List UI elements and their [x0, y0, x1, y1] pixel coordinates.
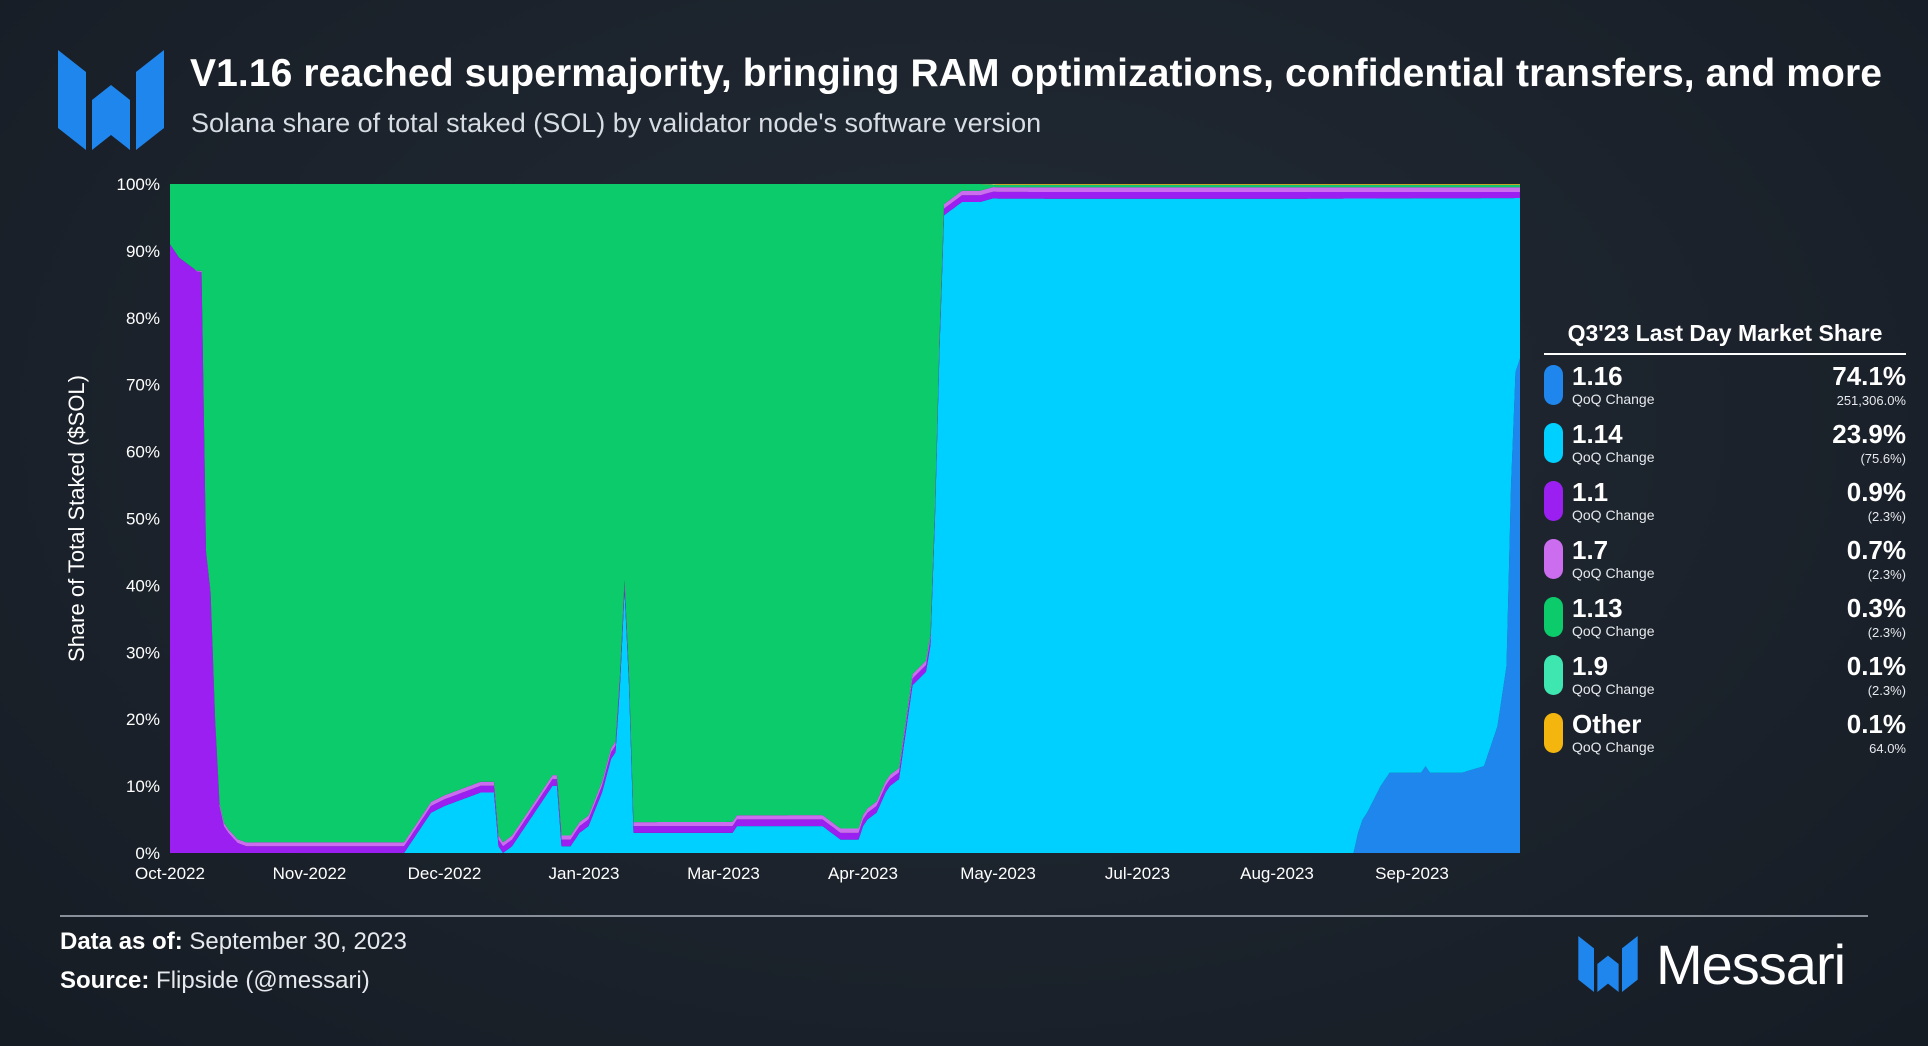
x-tick-label: Nov-2022 — [273, 864, 347, 883]
y-tick-label: 30% — [126, 643, 160, 662]
legend: Q3'23 Last Day Market Share 1.16 QoQ Chan… — [1544, 320, 1906, 761]
legend-value: 74.1% — [1832, 361, 1906, 391]
legend-name: Other — [1572, 709, 1642, 739]
source-value: Flipside (@messari) — [156, 967, 370, 994]
data-as-of-value: September 30, 2023 — [189, 928, 407, 955]
legend-value: 0.7% — [1846, 535, 1906, 565]
legend-change: (2.3%) — [1867, 625, 1906, 640]
legend-change: (2.3%) — [1867, 567, 1906, 582]
brand-logo: Messari — [1578, 932, 1846, 996]
legend-change: 64.0% — [1869, 741, 1906, 756]
area-series-1-16 — [170, 358, 1520, 853]
x-tick-label: Oct-2022 — [135, 864, 205, 883]
legend-item: 1.9 QoQ Change 0.1% (2.3%) — [1544, 645, 1906, 703]
x-tick-label: May-2023 — [960, 864, 1036, 883]
legend-sub-label: QoQ Change — [1572, 449, 1655, 465]
y-tick-label: 0% — [135, 844, 160, 863]
legend-name: 1.9 — [1572, 651, 1609, 681]
legend-value: 23.9% — [1832, 419, 1906, 449]
legend-value: 0.1% — [1846, 709, 1906, 739]
area-series-1-14 — [170, 198, 1520, 853]
legend-title: Q3'23 Last Day Market Share — [1544, 320, 1906, 355]
y-tick-label: 20% — [126, 710, 160, 729]
legend-swatch — [1544, 713, 1563, 753]
legend-change: (75.6%) — [1860, 451, 1906, 466]
legend-item: 1.13 QoQ Change 0.3% (2.3%) — [1544, 587, 1906, 645]
legend-value: 0.9% — [1846, 477, 1906, 507]
messari-logo-icon — [58, 50, 164, 150]
legend-sub-label: QoQ Change — [1572, 507, 1655, 523]
y-tick-label: 100% — [117, 175, 160, 194]
legend-swatch — [1544, 365, 1563, 405]
legend-change: 251,306.0% — [1836, 393, 1906, 408]
y-tick-label: 40% — [126, 576, 160, 595]
legend-name: 1.1 — [1572, 477, 1609, 507]
legend-swatch — [1544, 539, 1563, 579]
chart-subtitle: Solana share of total staked (SOL) by va… — [191, 108, 1042, 138]
legend-sub-label: QoQ Change — [1572, 623, 1655, 639]
x-tick-label: Sep-2023 — [1375, 864, 1449, 883]
x-tick-label: Dec-2022 — [408, 864, 482, 883]
footer-divider — [60, 915, 1868, 917]
legend-sub-label: QoQ Change — [1572, 681, 1655, 697]
y-tick-label: 80% — [126, 309, 160, 328]
y-tick-label: 60% — [126, 443, 160, 462]
legend-item: 1.1 QoQ Change 0.9% (2.3%) — [1544, 471, 1906, 529]
legend-name: 1.13 — [1572, 593, 1623, 623]
chart-title: V1.16 reached supermajority, bringing RA… — [190, 52, 1883, 95]
legend-item: 1.14 QoQ Change 23.9% (75.6%) — [1544, 413, 1906, 471]
legend-item: Other QoQ Change 0.1% 64.0% — [1544, 703, 1906, 761]
legend-name: 1.14 — [1572, 419, 1623, 449]
source-label: Source: — [60, 967, 150, 994]
legend-change: (2.3%) — [1867, 509, 1906, 524]
y-tick-label: 90% — [126, 242, 160, 261]
legend-item: 1.16 QoQ Change 74.1% 251,306.0% — [1544, 355, 1906, 413]
data-as-of-label: Data as of: — [60, 928, 183, 955]
y-axis-label: Share of Total Staked ($SOL) — [64, 375, 89, 662]
legend-value: 0.3% — [1846, 593, 1906, 623]
x-tick-label: Jan-2023 — [549, 864, 620, 883]
legend-swatch — [1544, 655, 1563, 695]
y-tick-label: 70% — [126, 376, 160, 395]
x-tick-label: Aug-2023 — [1240, 864, 1314, 883]
legend-value: 0.1% — [1846, 651, 1906, 681]
legend-swatch — [1544, 481, 1563, 521]
y-tick-label: 10% — [126, 777, 160, 796]
legend-change: (2.3%) — [1867, 683, 1906, 698]
x-tick-label: Mar-2023 — [687, 864, 760, 883]
source: Source: Flipside (@messari) — [60, 967, 370, 995]
x-tick-label: Jul-2023 — [1105, 864, 1170, 883]
area-series-1-13 — [170, 184, 1520, 843]
legend-item: 1.7 QoQ Change 0.7% (2.3%) — [1544, 529, 1906, 587]
legend-name: 1.16 — [1572, 361, 1623, 391]
area-series-1-9 — [170, 184, 1520, 186]
brand-name: Messari — [1656, 932, 1846, 996]
messari-brand-icon — [1578, 936, 1638, 992]
legend-name: 1.7 — [1572, 535, 1609, 565]
x-tick-label: Apr-2023 — [828, 864, 898, 883]
area-series-other — [170, 184, 1520, 185]
y-tick-label: 50% — [126, 510, 160, 529]
legend-items: 1.16 QoQ Change 74.1% 251,306.0% 1.14 QoQ Cha… — [1544, 355, 1906, 761]
data-as-of: Data as of: September 30, 2023 — [60, 928, 407, 956]
legend-swatch — [1544, 423, 1563, 463]
legend-swatch — [1544, 597, 1563, 637]
legend-sub-label: QoQ Change — [1572, 739, 1655, 755]
legend-sub-label: QoQ Change — [1572, 565, 1655, 581]
legend-sub-label: QoQ Change — [1572, 391, 1655, 407]
